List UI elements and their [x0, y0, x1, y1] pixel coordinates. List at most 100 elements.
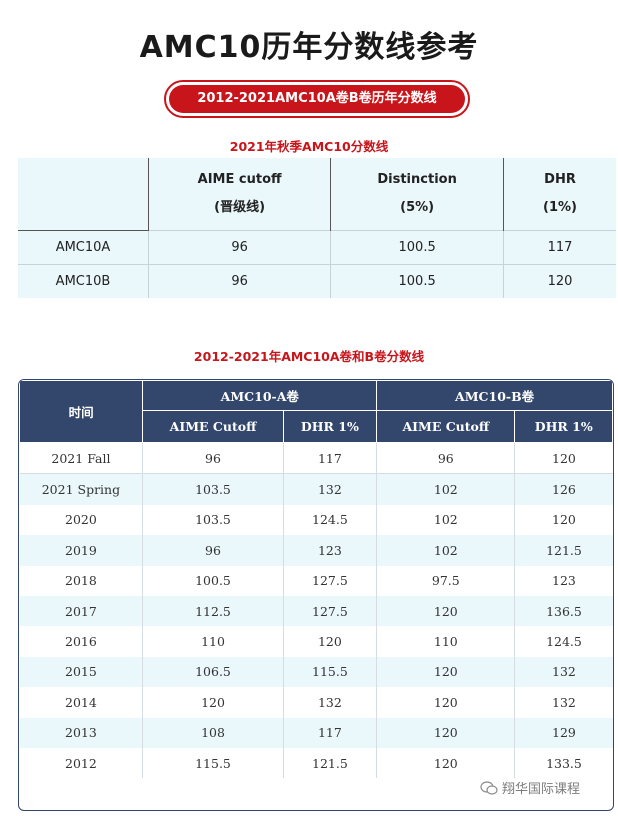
b-dhr-cell: 123	[514, 565, 613, 596]
a-dhr-cell: 132	[282, 473, 377, 505]
b-dhr-cell: 126	[514, 473, 613, 505]
b-aime-cell: 97.5	[376, 565, 515, 596]
year-cell: 2021 Spring	[19, 473, 143, 505]
table1-corner-cell	[18, 158, 149, 231]
b-dhr-cell: 120	[514, 442, 613, 475]
header-line1: DHR	[544, 172, 576, 187]
table-row: AMC10B 96 100.5 120	[18, 264, 616, 298]
row-label: AMC10B	[18, 264, 149, 298]
group-a-header: AMC10-A卷	[142, 380, 378, 411]
b-aime-cell: 120	[376, 656, 515, 688]
table1-col-header: AIME cutoff (晋级线)	[147, 158, 331, 231]
section-banner: 2012-2021AMC10A卷B卷历年分数线	[164, 80, 470, 118]
b-aime-cell: 102	[376, 473, 515, 505]
a-aime-cell: 96	[142, 535, 284, 566]
b-aime-cell: 96	[376, 442, 515, 475]
table-row: 2013 108 117 120 129	[19, 717, 613, 748]
year-cell: 2012	[19, 747, 143, 779]
header-line2: (晋级线)	[214, 200, 266, 215]
b-dhr-cell: 132	[514, 656, 613, 688]
watermark-text: 翔华国际课程	[502, 782, 581, 797]
b-aime-cell: 102	[376, 504, 515, 536]
sub-header-aime-b: AIME Cutoff	[376, 410, 516, 443]
table-row: 2014 120 132 120 132	[19, 687, 613, 718]
table1-subtitle: 2021年秋季AMC10分数线	[229, 139, 389, 154]
b-dhr-cell: 124.5	[514, 626, 613, 657]
table-row: 2019 96 123 102 121.5	[19, 535, 613, 566]
sub-header-dhr-a: DHR 1%	[282, 410, 378, 443]
year-cell: 2021 Fall	[19, 442, 143, 475]
b-aime-cell: 120	[376, 717, 515, 748]
b-dhr-cell: 133.5	[514, 747, 613, 779]
year-cell: 2019	[19, 535, 143, 566]
watermark: 翔华国际课程	[480, 778, 580, 797]
a-aime-cell: 106.5	[142, 656, 284, 688]
distinction-cell: 100.5	[330, 264, 504, 298]
year-cell: 2015	[19, 656, 143, 688]
a-dhr-cell: 127.5	[282, 595, 377, 627]
dhr-cell: 117	[503, 230, 616, 265]
a-aime-cell: 115.5	[142, 747, 284, 779]
b-dhr-cell: 136.5	[514, 595, 613, 627]
header-line1: AIME cutoff	[197, 172, 282, 187]
a-dhr-cell: 120	[282, 626, 377, 657]
year-cell: 2017	[19, 595, 143, 627]
table-row: 2020 103.5 124.5 102 120	[19, 504, 613, 536]
header-line2: (5%)	[400, 200, 435, 215]
a-aime-cell: 110	[142, 626, 284, 657]
year-cell: 2013	[19, 717, 143, 748]
b-aime-cell: 110	[376, 626, 515, 657]
year-cell: 2014	[19, 687, 143, 718]
table-row: 2016 110 120 110 124.5	[19, 626, 613, 657]
table-row: 2015 106.5 115.5 120 132	[19, 656, 613, 688]
table-row: 2021 Spring 103.5 132 102 126	[19, 473, 613, 505]
table2-body: 2021 Fall 96 117 96 120 2021 Spring 103.5 132 10…	[19, 442, 613, 779]
table1-col-header: DHR (1%)	[503, 158, 616, 231]
a-dhr-cell: 117	[282, 442, 377, 475]
table-row: 2012 115.5 121.5 120 133.5	[19, 747, 613, 779]
a-dhr-cell: 123	[282, 535, 377, 566]
aime-cell: 96	[147, 230, 331, 265]
row-label: AMC10A	[18, 230, 149, 265]
a-aime-cell: 100.5	[142, 565, 284, 596]
time-header: 时间	[19, 380, 144, 443]
dhr-cell: 120	[503, 264, 616, 298]
header-line2: (1%)	[543, 200, 577, 215]
b-aime-cell: 120	[376, 687, 515, 718]
year-cell: 2018	[19, 565, 143, 596]
a-dhr-cell: 115.5	[282, 656, 377, 688]
table2-sub-header-row: AIME Cutoff DHR 1% AIME Cutoff DHR 1%	[20, 410, 613, 443]
distinction-cell: 100.5	[330, 230, 504, 265]
a-dhr-cell: 117	[282, 717, 377, 748]
a-aime-cell: 120	[142, 687, 284, 718]
aime-cell: 96	[147, 264, 331, 298]
page-title: AMC10历年分数线参考	[139, 30, 479, 65]
a-aime-cell: 96	[142, 442, 284, 475]
a-aime-cell: 103.5	[142, 504, 284, 536]
table-row: 2017 112.5 127.5 120 136.5	[19, 595, 613, 627]
group-b-header: AMC10-B卷	[376, 380, 613, 411]
b-aime-cell: 102	[376, 535, 515, 566]
wechat-icon	[480, 780, 498, 795]
table2-group-header-row: 时间 AMC10-A卷 AMC10-B卷	[19, 380, 613, 443]
table-row: 2021 Fall 96 117 96 120	[19, 442, 613, 475]
a-dhr-cell: 132	[282, 687, 377, 718]
b-dhr-cell: 121.5	[514, 535, 613, 566]
table1-col-header: Distinction (5%)	[330, 158, 504, 231]
a-dhr-cell: 127.5	[282, 565, 377, 596]
sub-header-dhr-b: DHR 1%	[514, 410, 613, 443]
year-cell: 2016	[19, 626, 143, 657]
a-aime-cell: 103.5	[142, 473, 284, 505]
b-dhr-cell: 129	[514, 717, 613, 748]
history-cutoff-table-container: 时间 AMC10-A卷 AMC10-B卷 AIME Cutoff DHR 1% …	[18, 379, 614, 811]
table-row: 2018 100.5 127.5 97.5 123	[19, 565, 613, 596]
history-cutoff-table: 时间 AMC10-A卷 AMC10-B卷 AIME Cutoff DHR 1% …	[19, 380, 613, 779]
header-line1: Distinction	[377, 172, 457, 187]
sub-header-aime-a: AIME Cutoff	[142, 410, 284, 443]
year-cell: 2020	[19, 504, 143, 536]
fall-2021-cutoff-table: AIME cutoff (晋级线) Distinction (5%) DHR (…	[18, 158, 616, 298]
table2-subtitle: 2012-2021年AMC10A卷和B卷分数线	[193, 349, 425, 364]
table1-header-row: AIME cutoff (晋级线) Distinction (5%) DHR (…	[18, 158, 616, 231]
b-aime-cell: 120	[376, 747, 515, 779]
b-dhr-cell: 132	[514, 687, 613, 718]
